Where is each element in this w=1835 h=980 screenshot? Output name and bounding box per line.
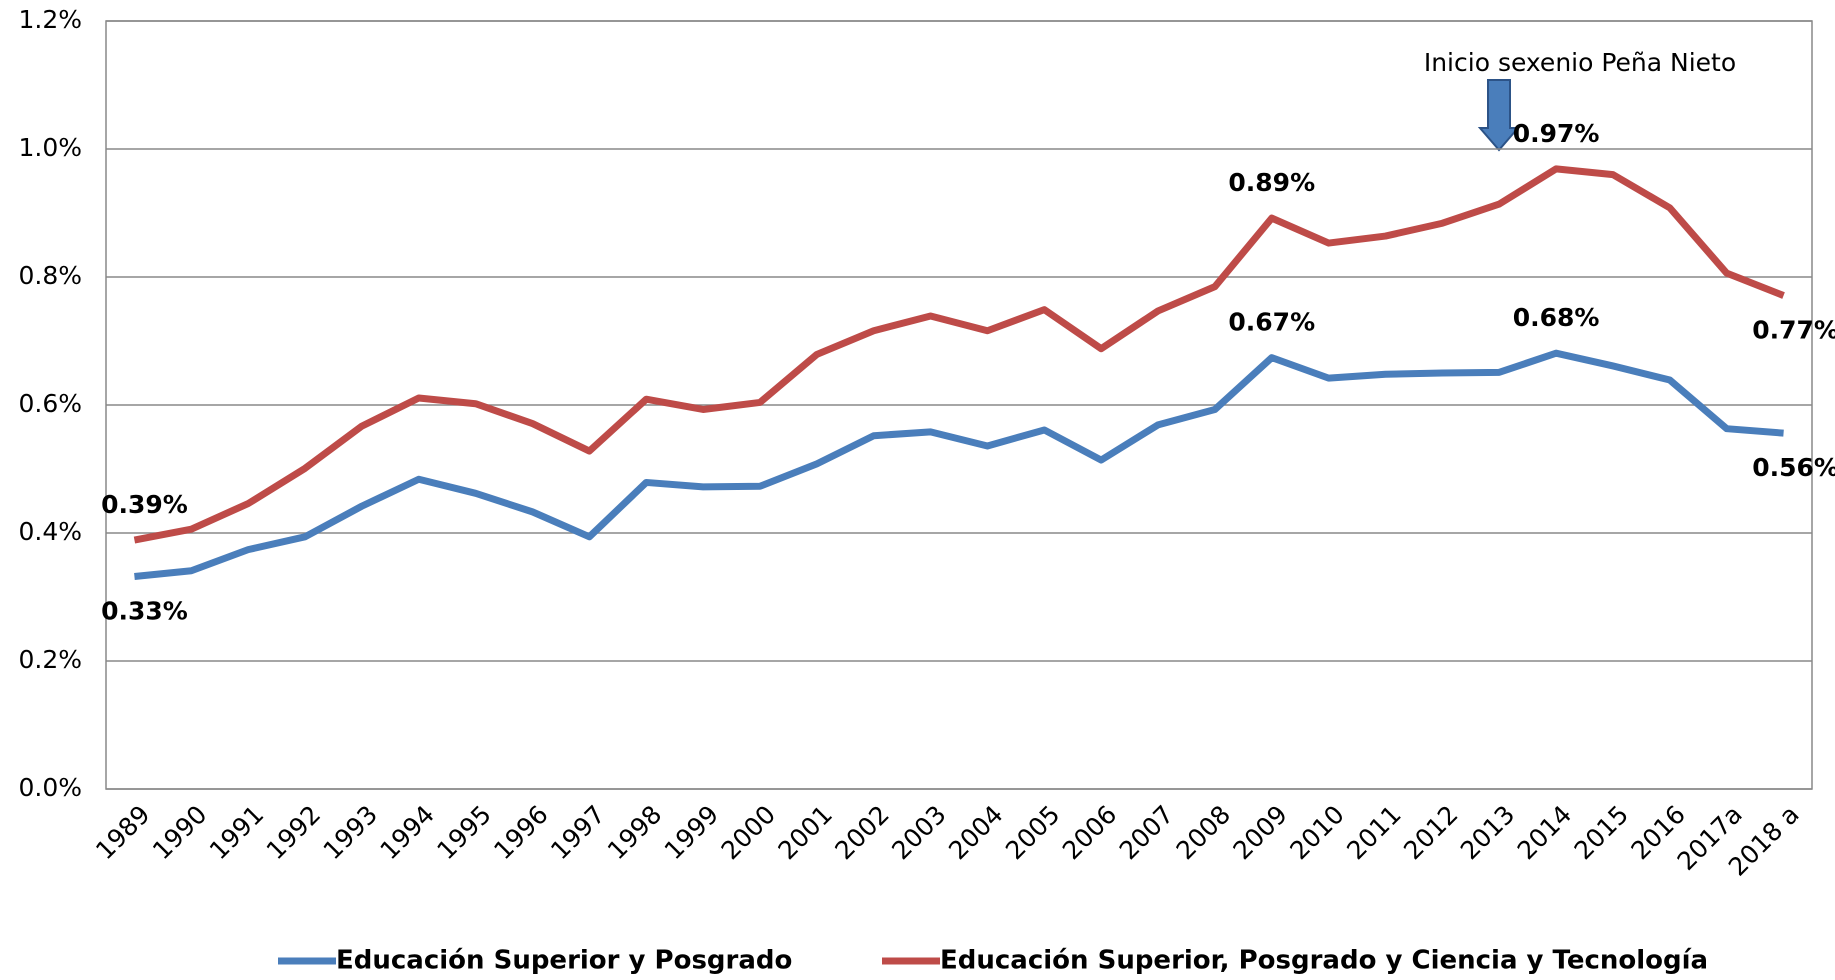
x-tick-label: 2002: [829, 800, 894, 865]
data-label: 0.33%: [101, 597, 188, 626]
x-tick-label: 2014: [1512, 800, 1577, 865]
x-tick-label: 2009: [1227, 800, 1292, 865]
x-tick-label: 2003: [886, 800, 951, 865]
y-tick-label: 0.8%: [18, 261, 82, 290]
x-tick-label: 1995: [431, 800, 496, 865]
x-tick-label: 1999: [659, 800, 724, 865]
data-label: 0.68%: [1513, 303, 1600, 332]
x-tick-label: 1997: [545, 800, 610, 865]
x-tick-label: 1996: [488, 800, 553, 865]
x-tick-label: 1990: [147, 800, 212, 865]
legend-label: Educación Superior y Posgrado: [336, 946, 792, 976]
y-tick-label: 0.6%: [18, 389, 82, 418]
data-label: 0.89%: [1228, 168, 1315, 197]
x-tick-label: 2004: [943, 800, 1008, 865]
x-tick-label: 2006: [1057, 800, 1122, 865]
data-label: 0.77%: [1752, 316, 1835, 345]
data-label: 0.56%: [1752, 453, 1835, 482]
x-tick-label: 2015: [1569, 800, 1634, 865]
x-tick-label: 2010: [1284, 800, 1349, 865]
y-tick-label: 1.2%: [18, 5, 82, 34]
x-tick-label: 1994: [374, 800, 439, 865]
data-label: 0.39%: [101, 490, 188, 519]
x-tick-label: 2011: [1341, 800, 1406, 865]
annotation-arrow: [1477, 79, 1521, 152]
x-tick-label: 1992: [261, 800, 326, 865]
x-tick-label: 2001: [773, 800, 838, 865]
x-tick-label: 1993: [318, 800, 383, 865]
legend-label: Educación Superior, Posgrado y Ciencia y…: [940, 946, 1708, 976]
x-tick-label: 2000: [716, 800, 781, 865]
series-line: [134, 349, 1784, 581]
x-tick-label: 2012: [1398, 800, 1463, 865]
data-label: 0.97%: [1513, 119, 1600, 148]
series-line: [133, 165, 1785, 544]
x-tick-label: 1998: [602, 800, 667, 865]
annotation: Inicio sexenio Peña Nieto: [1424, 48, 1736, 77]
x-tick-label: 2008: [1171, 800, 1236, 865]
x-tick-label: 1991: [204, 800, 269, 865]
x-tick-label: 2013: [1455, 800, 1520, 865]
y-tick-label: 0.2%: [18, 645, 82, 674]
x-tick-label: 1989: [90, 800, 155, 865]
y-tick-label: 0.4%: [18, 517, 82, 546]
y-tick-label: 1.0%: [18, 133, 82, 162]
data-label: 0.67%: [1228, 308, 1315, 337]
x-tick-label: 2005: [1000, 800, 1065, 865]
x-tick-label: 2007: [1114, 800, 1179, 865]
y-tick-label: 0.0%: [18, 773, 82, 802]
